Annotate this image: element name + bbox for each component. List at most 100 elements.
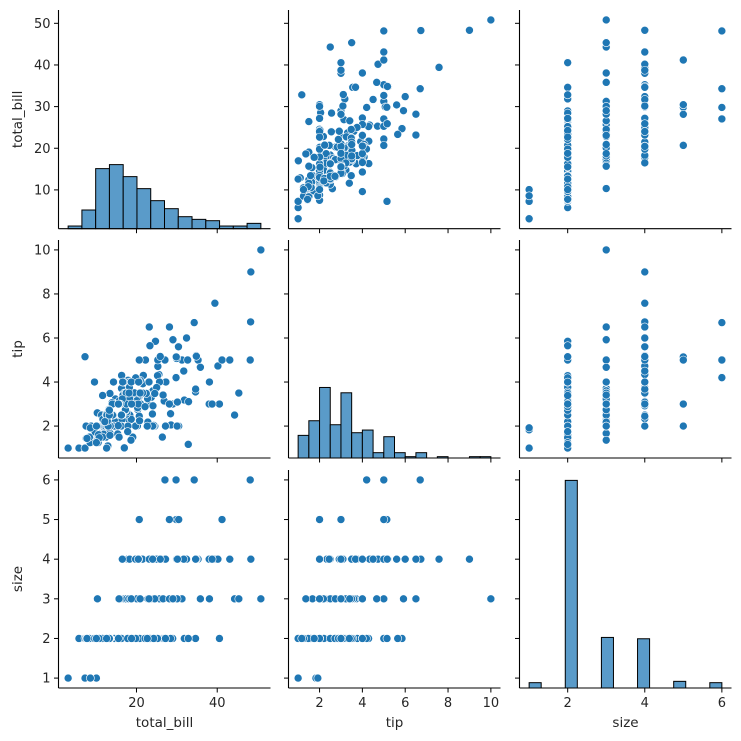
scatter-point (213, 361, 223, 371)
y-axis-label-total_bill: total_bill (10, 91, 26, 148)
scatter-point (379, 26, 389, 36)
histogram-bar-total_bill (136, 188, 152, 230)
scatter-point (105, 431, 115, 440)
scatter-point (379, 515, 389, 524)
scatter-point (327, 108, 336, 118)
scatter-point (114, 432, 124, 442)
y-tick-label: 10 (34, 243, 51, 258)
scatter-point (217, 515, 227, 524)
scatter-point (679, 100, 688, 109)
scatter-point (563, 185, 572, 194)
scatter-point (679, 55, 688, 65)
scatter-point (601, 131, 611, 140)
scatter-point (336, 162, 346, 172)
scatter-point (640, 82, 650, 92)
histogram-bar-tip (415, 452, 428, 459)
histogram-bar-total_bill (246, 222, 262, 230)
scatter-point (246, 267, 256, 277)
scatter-point (120, 443, 129, 453)
y-axis-label-tip: tip (10, 340, 26, 358)
scatter-point (392, 100, 401, 110)
scatter-point (382, 634, 392, 643)
scatter-point (640, 119, 650, 129)
scatter-point (189, 475, 199, 485)
scatter-point (297, 90, 307, 100)
histogram-bar-size (673, 680, 687, 689)
scatter-point (601, 149, 611, 158)
scatter-point (339, 90, 348, 99)
scatter-point (563, 83, 572, 92)
scatter-point (717, 26, 727, 36)
scatter-point (336, 149, 346, 158)
scatter-point (601, 377, 611, 387)
scatter-point (336, 58, 346, 67)
histogram-bar-size (564, 479, 578, 689)
scatter-point (215, 634, 224, 643)
scatter-point (640, 47, 650, 57)
scatter-point (161, 421, 170, 431)
scatter-point (158, 432, 167, 442)
scatter-point (301, 149, 311, 159)
scatter-point (315, 114, 324, 123)
scatter-point (140, 402, 150, 411)
scatter-point (640, 377, 650, 387)
scatter-point (601, 390, 611, 400)
y-tick-label: 1 (42, 672, 50, 687)
scatter-point (351, 82, 360, 92)
x-tick-label: 40 (209, 696, 226, 711)
scatter-point (144, 322, 154, 332)
scatter-point (165, 515, 174, 524)
scatter-point (92, 634, 101, 643)
scatter-point (192, 351, 201, 361)
scatter-point (336, 594, 346, 604)
scatter-point (133, 554, 143, 564)
scatter-point (293, 673, 303, 683)
scatter-point (358, 594, 367, 604)
scatter-point (392, 554, 401, 564)
scatter-point (315, 102, 324, 111)
scatter-point (205, 594, 214, 604)
scatter-point (601, 355, 611, 365)
scatter-point (563, 352, 572, 362)
scatter-point (640, 158, 650, 168)
scatter-point (379, 141, 389, 150)
scatter-point (86, 673, 95, 683)
scatter-point (173, 554, 182, 564)
scatter-point (336, 554, 346, 564)
scatter-point (679, 399, 688, 409)
scatter-point (225, 554, 235, 564)
scatter-point (411, 130, 421, 140)
scatter-point (155, 554, 165, 564)
scatter-point (256, 245, 266, 255)
histogram-bar-total_bill (150, 200, 165, 230)
scatter-point (717, 103, 727, 112)
scatter-point (109, 377, 118, 387)
scatter-point (601, 421, 611, 431)
scatter-point (393, 130, 403, 139)
scatter-point (142, 634, 152, 643)
histogram-bar-tip (329, 424, 342, 459)
x-tick-label: 4 (641, 696, 649, 711)
scatter-point (155, 352, 165, 361)
scatter-point (100, 417, 110, 426)
scatter-point (126, 594, 136, 604)
scatter-point (196, 594, 205, 604)
scatter-point (158, 390, 168, 400)
scatter-point (368, 554, 378, 564)
y-tick-label: 40 (34, 58, 51, 73)
scatter-point (319, 176, 329, 186)
scatter-point (299, 185, 308, 194)
scatter-point (563, 58, 572, 67)
scatter-point (293, 214, 303, 224)
histogram-bar-total_bill (205, 220, 221, 230)
scatter-point (225, 355, 235, 365)
scatter-point (358, 131, 367, 140)
scatter-point (330, 171, 340, 181)
scatter-point (563, 114, 572, 123)
scatter-point (327, 127, 336, 137)
scatter-point (293, 197, 303, 206)
scatter-point (640, 421, 650, 431)
scatter-point (347, 38, 356, 47)
scatter-point (345, 634, 354, 643)
scatter-point (397, 124, 407, 133)
